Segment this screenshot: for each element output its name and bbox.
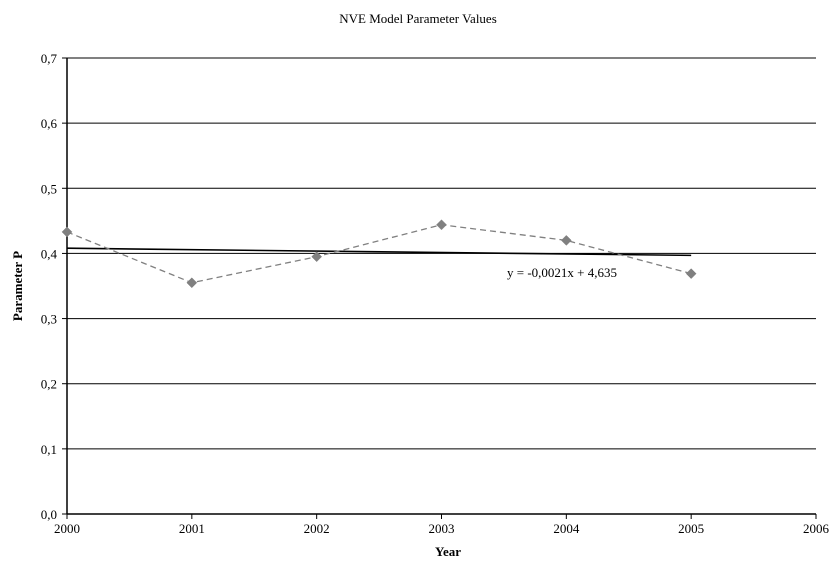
x-tick-label: 2006 [803,521,830,536]
x-axis-label: Year [435,544,461,559]
y-tick-label: 0,6 [41,116,58,131]
y-tick-label: 0,1 [41,442,57,457]
x-tick-label: 2005 [678,521,704,536]
trendline [66,247,692,257]
series-group [61,219,697,289]
y-tick-label: 0,2 [41,377,57,392]
y-axis-label: Parameter P [10,251,25,321]
y-tick-label: 0,4 [41,246,58,261]
trendline-group [66,247,692,257]
y-tick-label: 0,3 [41,312,57,327]
trendline-equation: y = -0,0021x + 4,635 [507,265,617,280]
x-tick-label: 2002 [304,521,330,536]
y-tick-label: 0,7 [41,51,58,66]
chart-title: NVE Model Parameter Values [339,11,497,26]
x-tick-labels: 2000 2001 2002 2003 2004 2005 2006 [54,521,830,536]
axes [62,57,817,519]
y-tick-label: 0,5 [41,181,57,196]
x-tick-label: 2003 [429,521,455,536]
data-point-marker [685,268,697,279]
x-tick-label: 2001 [179,521,205,536]
y-tick-labels: 0,0 0,1 0,2 0,3 0,4 0,5 0,6 0,7 [41,51,58,522]
x-tick-label: 2000 [54,521,80,536]
data-point-marker [186,277,198,289]
x-tick-label: 2004 [553,521,580,536]
series-line [66,224,692,284]
y-tick-label: 0,0 [41,507,57,522]
data-point-marker [61,226,73,238]
data-point-marker [560,235,572,246]
gridlines [67,57,816,450]
data-point-marker [436,219,447,231]
data-point-marker [311,251,323,263]
